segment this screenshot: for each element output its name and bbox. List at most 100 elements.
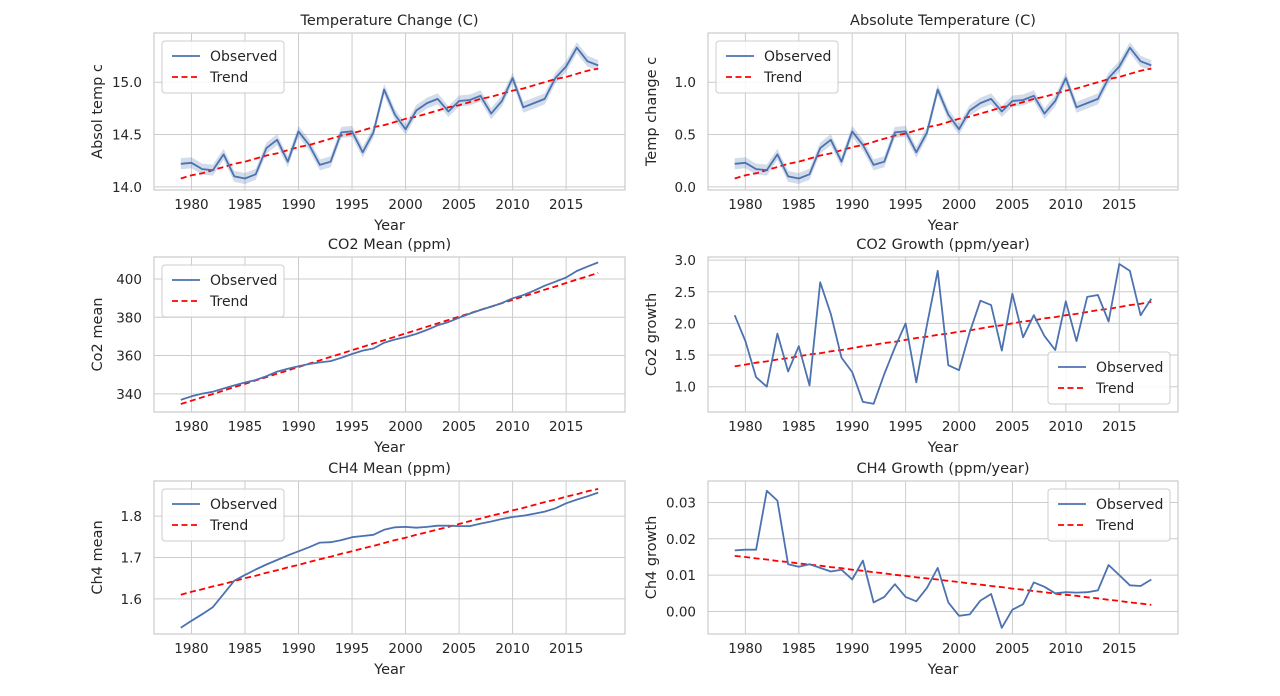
subplot-4: 1980 1985 1990 1995 2000 2005 2010 2015 1.0 1.5 2.…: [644, 237, 1179, 456]
chart-title: Absolute Temperature (C): [850, 13, 1036, 29]
subplot-5: 1980 1985 1990 1995 2000 2005 2010 2015 1.6 1.7 1.…: [90, 461, 626, 678]
x-tick-label: 2005: [995, 419, 1029, 435]
legend: Observed Trend: [161, 488, 285, 542]
y-axis-label: Ch4 mean: [90, 520, 106, 594]
legend: Observed Trend: [1047, 488, 1171, 542]
x-tick-label: 1995: [335, 419, 369, 435]
x-tick-label: 1985: [782, 419, 816, 435]
legend-label-trend: Trend: [1095, 381, 1134, 397]
x-tick-label: 1980: [174, 197, 208, 213]
x-tick-label: 1985: [782, 641, 816, 657]
x-axis-label: Year: [373, 662, 405, 678]
x-tick-label: 2015: [549, 197, 583, 213]
x-axis-label: Year: [927, 662, 959, 678]
y-tick-label: 0.01: [666, 568, 696, 584]
x-tick-label: 2000: [388, 641, 422, 657]
x-tick-label: 1985: [782, 197, 816, 213]
x-tick-label: 1980: [728, 197, 762, 213]
chart-title: CH4 Mean (ppm): [328, 461, 451, 477]
x-tick-label: 1990: [835, 641, 869, 657]
x-tick-label: 1995: [335, 197, 369, 213]
y-axis-label: Ch4 growth: [644, 516, 660, 600]
y-tick-label: 14.5: [112, 128, 142, 144]
observed-line: [733, 263, 1153, 405]
y-tick-label: 0.03: [666, 495, 696, 511]
x-axis-label: Year: [927, 440, 959, 456]
x-tick-label: 1995: [335, 641, 369, 657]
legend-label-observed: Observed: [1096, 360, 1163, 376]
y-tick-label: 1.5: [675, 348, 696, 364]
legend-box: [161, 40, 285, 94]
legend-label-observed: Observed: [210, 273, 277, 289]
legend-label-observed: Observed: [764, 49, 831, 65]
y-tick-label: 1.0: [675, 380, 696, 396]
x-tick-label: 2015: [549, 419, 583, 435]
x-tick-label: 2000: [388, 419, 422, 435]
y-tick-label: 400: [116, 272, 142, 288]
trend-line: [734, 301, 1152, 368]
x-tick-label: 2010: [495, 197, 529, 213]
y-tick-label: 0.02: [666, 532, 696, 548]
legend-label-observed: Observed: [1096, 497, 1163, 513]
x-tick-label: 1995: [888, 197, 922, 213]
legend-label-trend: Trend: [209, 70, 248, 86]
trend-line: [180, 272, 599, 405]
chart-title: CO2 Mean (ppm): [328, 237, 451, 253]
legend: Observed Trend: [715, 40, 839, 94]
legend-label-trend: Trend: [209, 294, 248, 310]
y-tick-label: 0.00: [666, 604, 696, 620]
subplot-2: 1980 1985 1990 1995 2000 2005 2010 2015 0.0 0.5 1.…: [644, 13, 1179, 234]
observed-line: [180, 46, 599, 180]
y-tick-label: 1.8: [121, 509, 142, 525]
chart-title: CH4 Growth (ppm/year): [856, 461, 1029, 477]
x-tick-label: 1990: [281, 197, 315, 213]
legend-box: [1047, 351, 1171, 405]
y-tick-label: 1.6: [121, 592, 142, 608]
x-tick-label: 1995: [888, 641, 922, 657]
legend-label-observed: Observed: [210, 497, 277, 513]
x-tick-label: 2000: [942, 419, 976, 435]
y-tick-label: 1.0: [675, 75, 696, 91]
legend-box: [161, 264, 285, 318]
x-axis-label: Year: [373, 218, 405, 234]
x-tick-label: 2015: [1102, 419, 1136, 435]
x-tick-label: 1980: [174, 641, 208, 657]
x-tick-label: 2000: [942, 641, 976, 657]
x-tick-label: 2005: [995, 641, 1029, 657]
y-tick-label: 3.0: [675, 253, 696, 269]
subplot-3: 1980 1985 1990 1995 2000 2005 2010 2015 340 360 38…: [90, 237, 626, 456]
y-tick-label: 15.0: [112, 75, 142, 91]
y-axis-label: Temp change c: [644, 57, 660, 167]
x-tick-label: 1980: [728, 641, 762, 657]
x-tick-label: 2000: [388, 197, 422, 213]
x-tick-label: 2005: [442, 197, 476, 213]
y-axis-label: Absol temp c: [90, 64, 106, 159]
x-tick-label: 1990: [281, 419, 315, 435]
x-tick-label: 2015: [549, 641, 583, 657]
x-tick-label: 2010: [1049, 197, 1083, 213]
y-tick-label: 1.7: [121, 551, 142, 567]
legend-box: [715, 40, 839, 94]
legend-label-trend: Trend: [1095, 518, 1134, 534]
trend-line: [734, 555, 1152, 606]
y-axis-label: Co2 growth: [644, 293, 660, 376]
x-tick-label: 2005: [442, 641, 476, 657]
x-tick-label: 1990: [835, 197, 869, 213]
legend: Observed Trend: [161, 264, 285, 318]
y-tick-label: 2.5: [675, 285, 696, 301]
x-tick-label: 2010: [1049, 641, 1083, 657]
legend-label-trend: Trend: [763, 70, 802, 86]
x-tick-label: 2015: [1102, 641, 1136, 657]
x-tick-label: 2000: [942, 197, 976, 213]
observed-line: [180, 491, 599, 629]
trend-line: [180, 67, 599, 180]
x-tick-label: 1980: [174, 419, 208, 435]
x-axis-label: Year: [927, 218, 959, 234]
chart-title: CO2 Growth (ppm/year): [856, 237, 1030, 253]
legend-box: [161, 488, 285, 542]
x-tick-label: 2010: [495, 419, 529, 435]
subplot-1: 1980 1985 1990 1995 2000 2005 2010 2015 14.0 14.5…: [90, 13, 626, 234]
y-axis-label: Co2 mean: [90, 298, 106, 372]
